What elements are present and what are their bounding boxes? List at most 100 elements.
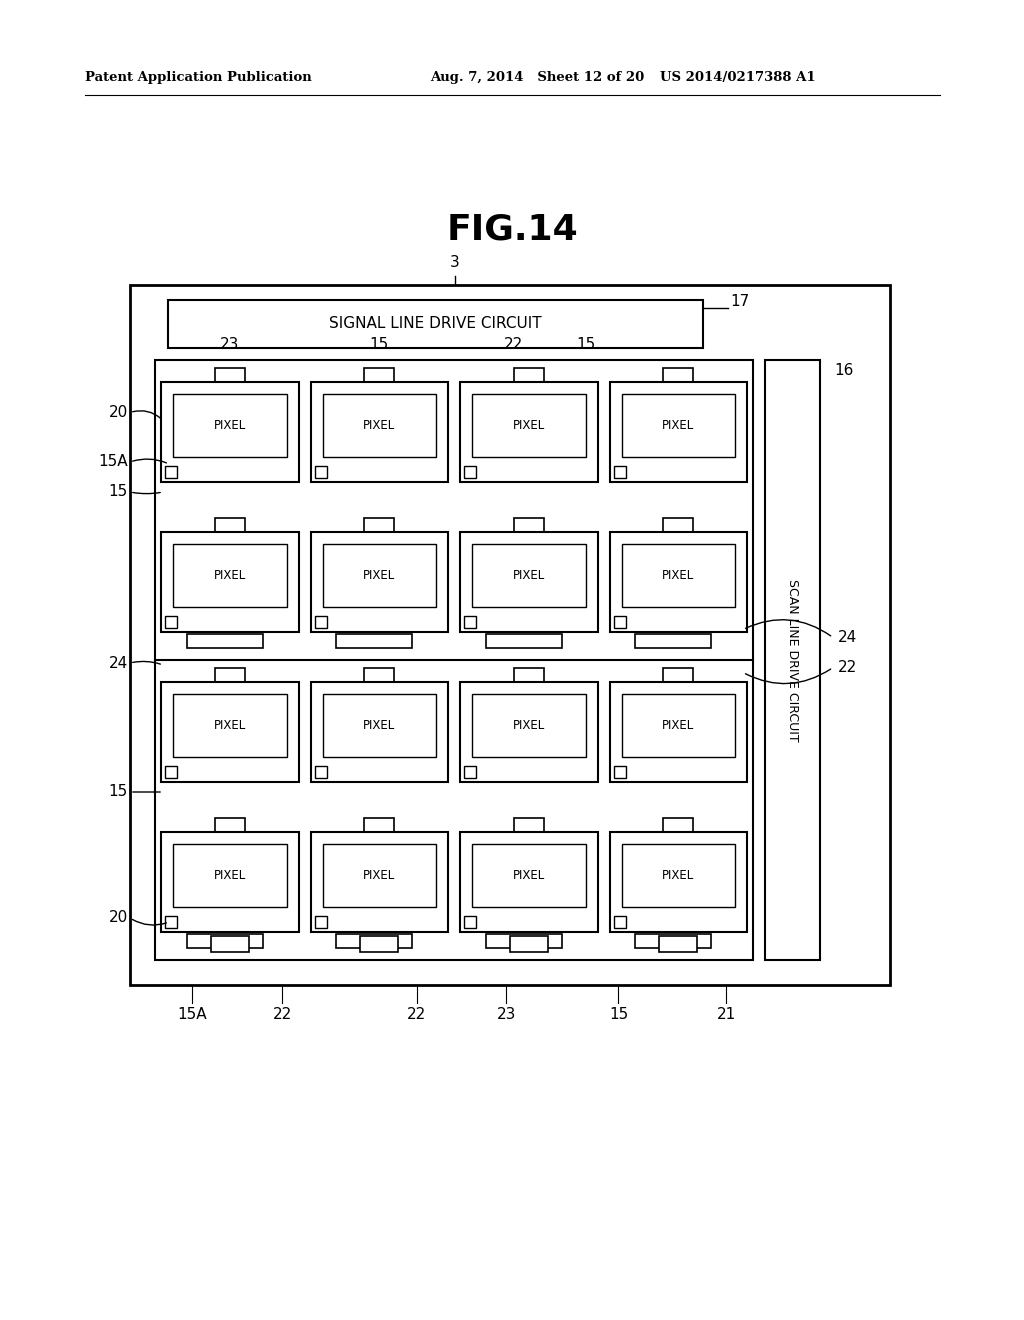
- Bar: [215, 668, 245, 682]
- Bar: [472, 393, 586, 457]
- Bar: [510, 936, 548, 952]
- Bar: [636, 634, 711, 648]
- Bar: [155, 360, 753, 960]
- Bar: [337, 935, 412, 948]
- Text: PIXEL: PIXEL: [364, 719, 395, 733]
- Text: 24: 24: [109, 656, 128, 671]
- Bar: [514, 368, 544, 381]
- Bar: [464, 466, 476, 478]
- Bar: [636, 935, 711, 948]
- Bar: [211, 936, 249, 952]
- Bar: [173, 393, 287, 457]
- Bar: [314, 766, 327, 777]
- Bar: [365, 818, 394, 832]
- Bar: [130, 285, 890, 985]
- Text: PIXEL: PIXEL: [364, 869, 395, 882]
- Text: 24: 24: [838, 630, 857, 645]
- Bar: [323, 544, 436, 607]
- Bar: [187, 935, 262, 948]
- Bar: [165, 766, 177, 777]
- Text: PIXEL: PIXEL: [513, 719, 545, 733]
- Bar: [514, 818, 544, 832]
- Text: PIXEL: PIXEL: [364, 418, 395, 432]
- Bar: [314, 466, 327, 478]
- Bar: [161, 832, 299, 932]
- Bar: [161, 381, 299, 482]
- Text: PIXEL: PIXEL: [214, 418, 246, 432]
- Bar: [165, 466, 177, 478]
- Bar: [460, 682, 597, 781]
- Bar: [613, 466, 626, 478]
- Bar: [161, 682, 299, 781]
- Bar: [173, 544, 287, 607]
- Text: 15A: 15A: [177, 1007, 207, 1022]
- Bar: [622, 544, 735, 607]
- Bar: [464, 766, 476, 777]
- Text: 20: 20: [109, 405, 128, 420]
- Bar: [161, 532, 299, 632]
- Text: PIXEL: PIXEL: [663, 418, 694, 432]
- Bar: [310, 682, 449, 781]
- Bar: [310, 832, 449, 932]
- Text: 22: 22: [272, 1007, 292, 1022]
- Bar: [609, 532, 746, 632]
- Text: PIXEL: PIXEL: [214, 719, 246, 733]
- Text: PIXEL: PIXEL: [214, 869, 246, 882]
- Bar: [613, 766, 626, 777]
- Bar: [168, 300, 703, 348]
- Bar: [664, 818, 693, 832]
- Bar: [165, 616, 177, 628]
- Bar: [622, 843, 735, 907]
- Text: 3: 3: [451, 255, 460, 271]
- Bar: [659, 936, 697, 952]
- Text: 17: 17: [730, 294, 750, 309]
- Text: PIXEL: PIXEL: [663, 719, 694, 733]
- Bar: [664, 368, 693, 381]
- Text: PIXEL: PIXEL: [513, 418, 545, 432]
- Bar: [622, 694, 735, 756]
- Bar: [486, 935, 561, 948]
- Text: SIGNAL LINE DRIVE CIRCUIT: SIGNAL LINE DRIVE CIRCUIT: [329, 317, 542, 331]
- Bar: [472, 544, 586, 607]
- Bar: [765, 360, 820, 960]
- Bar: [514, 517, 544, 532]
- Bar: [365, 368, 394, 381]
- Text: 15: 15: [109, 784, 128, 800]
- Text: PIXEL: PIXEL: [513, 569, 545, 582]
- Bar: [323, 694, 436, 756]
- Bar: [613, 916, 626, 928]
- Text: SCAN LINE DRIVE CIRCUIT: SCAN LINE DRIVE CIRCUIT: [786, 578, 799, 742]
- Text: 16: 16: [834, 363, 853, 378]
- Bar: [365, 668, 394, 682]
- Bar: [360, 936, 398, 952]
- Text: 15: 15: [609, 1007, 628, 1022]
- Bar: [323, 843, 436, 907]
- Bar: [460, 381, 597, 482]
- Text: PIXEL: PIXEL: [663, 869, 694, 882]
- Text: 22: 22: [838, 660, 857, 675]
- Text: 15A: 15A: [98, 454, 128, 470]
- Text: 23: 23: [220, 337, 240, 352]
- Bar: [365, 517, 394, 532]
- Bar: [464, 616, 476, 628]
- Text: 15: 15: [109, 484, 128, 499]
- Bar: [486, 634, 561, 648]
- Bar: [310, 381, 449, 482]
- Text: 15: 15: [370, 337, 389, 352]
- Text: 20: 20: [109, 911, 128, 925]
- Text: 15: 15: [575, 337, 595, 352]
- Bar: [460, 532, 597, 632]
- Bar: [472, 694, 586, 756]
- Bar: [464, 916, 476, 928]
- Text: PIXEL: PIXEL: [663, 569, 694, 582]
- Bar: [323, 393, 436, 457]
- Text: 22: 22: [407, 1007, 426, 1022]
- Bar: [514, 668, 544, 682]
- Bar: [165, 916, 177, 928]
- Text: PIXEL: PIXEL: [214, 569, 246, 582]
- Text: 23: 23: [497, 1007, 516, 1022]
- Bar: [337, 634, 412, 648]
- Bar: [613, 616, 626, 628]
- Bar: [173, 694, 287, 756]
- Bar: [187, 634, 262, 648]
